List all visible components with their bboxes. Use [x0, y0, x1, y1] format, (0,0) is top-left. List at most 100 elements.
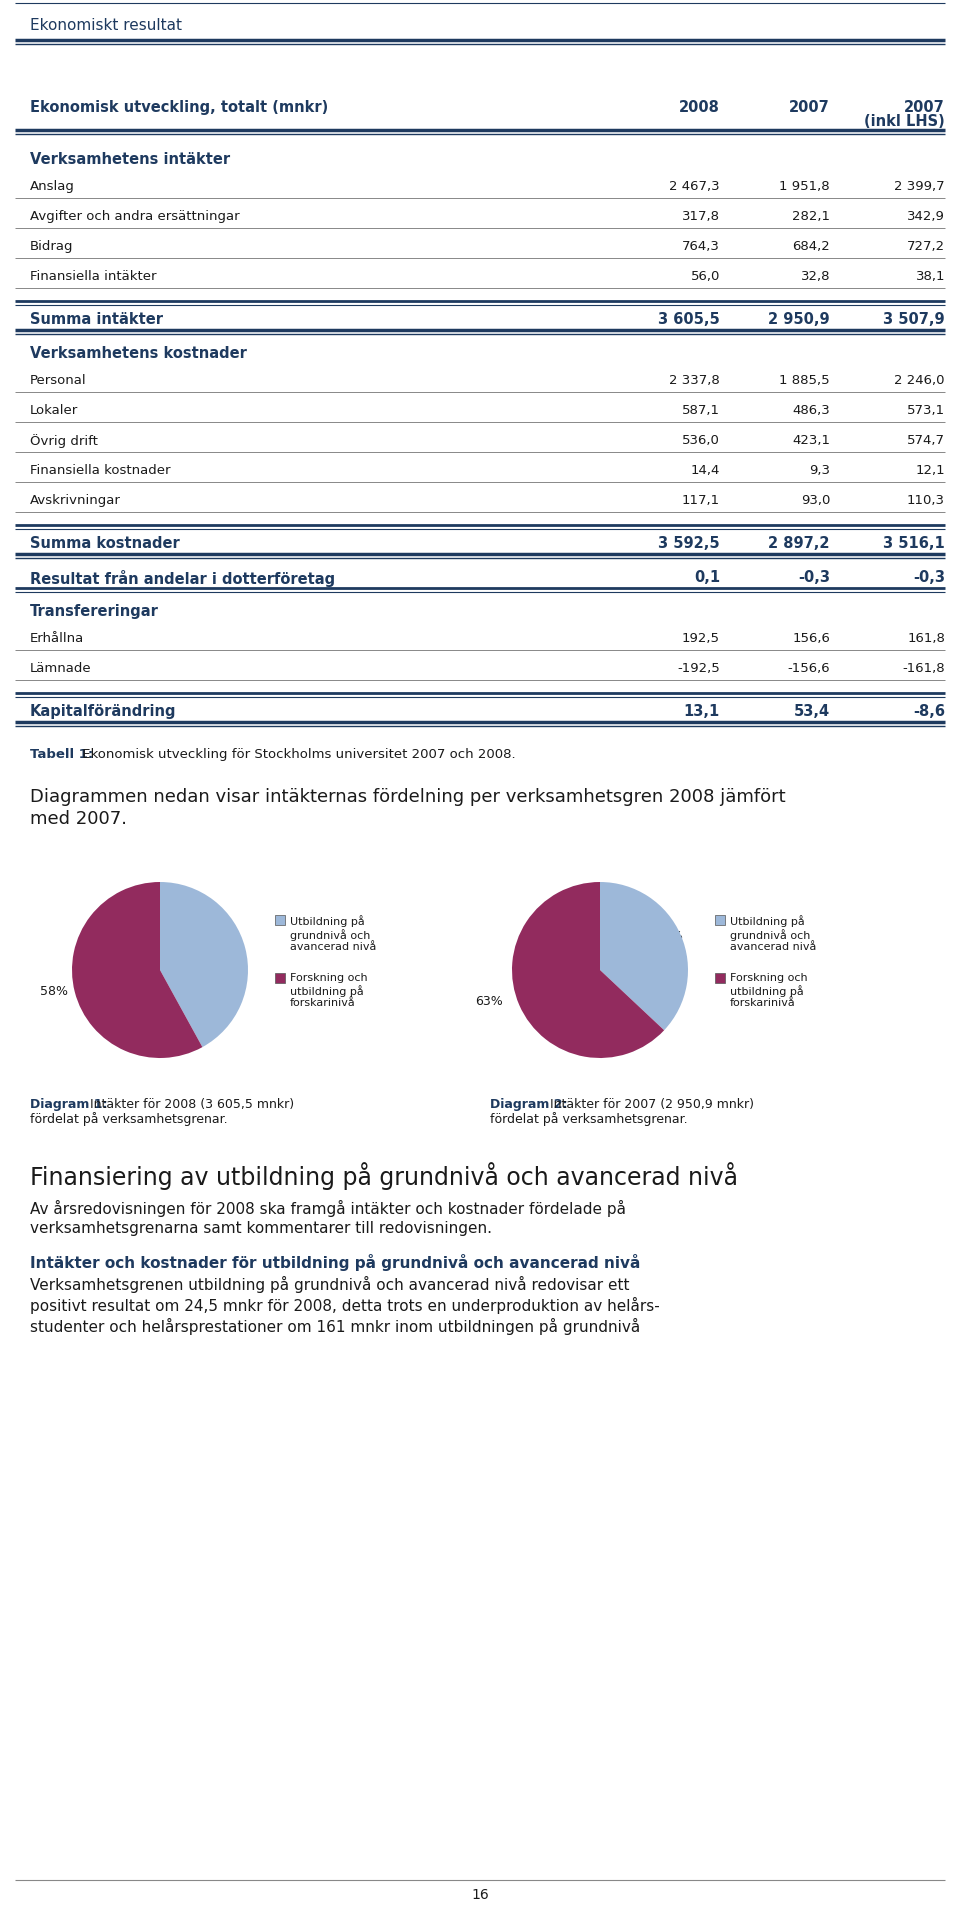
Text: Lokaler: Lokaler	[30, 405, 79, 416]
Wedge shape	[512, 882, 664, 1058]
Text: 2007: 2007	[789, 99, 830, 115]
Text: 2 950,9: 2 950,9	[768, 311, 830, 327]
Text: Diagrammen nedan visar intäkternas fördelning per verksamhetsgren 2008 jämfört: Diagrammen nedan visar intäkternas förde…	[30, 789, 785, 806]
Text: Finansiering av utbildning på grundnivå och avancerad nivå: Finansiering av utbildning på grundnivå …	[30, 1161, 738, 1190]
Text: Forskning och
utbildning på
forskarinivå: Forskning och utbildning på forskarinivå	[290, 972, 368, 1008]
Text: 53,4: 53,4	[794, 705, 830, 718]
Text: -0,3: -0,3	[798, 569, 830, 584]
Text: 764,3: 764,3	[683, 241, 720, 252]
Text: Finansiella kostnader: Finansiella kostnader	[30, 464, 171, 478]
Text: 117,1: 117,1	[682, 495, 720, 506]
Text: Diagram 1:: Diagram 1:	[30, 1098, 108, 1112]
Text: -156,6: -156,6	[787, 663, 830, 674]
Bar	[275, 915, 285, 924]
Text: Avgifter och andra ersättningar: Avgifter och andra ersättningar	[30, 210, 240, 223]
Text: Av årsredovisningen för 2008 ska framgå intäkter och kostnader fördelade på: Av årsredovisningen för 2008 ska framgå …	[30, 1199, 626, 1217]
Text: med 2007.: med 2007.	[30, 810, 127, 829]
Text: 2 467,3: 2 467,3	[669, 180, 720, 193]
Text: 2007: 2007	[904, 99, 945, 115]
Text: -161,8: -161,8	[902, 663, 945, 674]
Text: Intäkter och kostnader för utbildning på grundnivå och avancerad nivå: Intäkter och kostnader för utbildning på…	[30, 1255, 640, 1270]
Text: 156,6: 156,6	[792, 632, 830, 646]
Text: -0,3: -0,3	[913, 569, 945, 584]
Text: Anslag: Anslag	[30, 180, 75, 193]
Text: 2 897,2: 2 897,2	[769, 537, 830, 550]
Text: Transfereringar: Transfereringar	[30, 604, 158, 619]
Text: 2008: 2008	[679, 99, 720, 115]
Text: 727,2: 727,2	[907, 241, 945, 252]
Text: 2 399,7: 2 399,7	[895, 180, 945, 193]
Text: 37%: 37%	[655, 930, 683, 944]
Text: 317,8: 317,8	[682, 210, 720, 223]
Text: 423,1: 423,1	[792, 434, 830, 447]
Text: 161,8: 161,8	[907, 632, 945, 646]
Text: studenter och helårsprestationer om 161 mnkr inom utbildningen på grundnivå: studenter och helårsprestationer om 161 …	[30, 1318, 640, 1335]
Text: Forskning och
utbildning på
forskarinivå: Forskning och utbildning på forskarinivå	[730, 972, 807, 1008]
Text: 16: 16	[471, 1887, 489, 1902]
Text: Verksamhetens kostnader: Verksamhetens kostnader	[30, 346, 247, 361]
Text: 32,8: 32,8	[801, 269, 830, 283]
Text: 684,2: 684,2	[792, 241, 830, 252]
Text: 573,1: 573,1	[907, 405, 945, 416]
Text: Ekonomisk utveckling, totalt (mnkr): Ekonomisk utveckling, totalt (mnkr)	[30, 99, 328, 115]
Text: fördelat på verksamhetsgrenar.: fördelat på verksamhetsgrenar.	[490, 1112, 687, 1127]
Text: 58%: 58%	[40, 986, 68, 999]
Text: 56,0: 56,0	[690, 269, 720, 283]
Text: 12,1: 12,1	[916, 464, 945, 478]
Text: 587,1: 587,1	[682, 405, 720, 416]
Text: 9,3: 9,3	[809, 464, 830, 478]
Text: 3 507,9: 3 507,9	[883, 311, 945, 327]
Text: Utbildning på
grundnivå och
avancerad nivå: Utbildning på grundnivå och avancerad ni…	[730, 915, 816, 953]
Text: Utbildning på
grundnivå och
avancerad nivå: Utbildning på grundnivå och avancerad ni…	[290, 915, 376, 953]
Text: Summa intäkter: Summa intäkter	[30, 311, 163, 327]
Text: 38,1: 38,1	[916, 269, 945, 283]
Text: positivt resultat om 24,5 mnkr för 2008, detta trots en underproduktion av helår: positivt resultat om 24,5 mnkr för 2008,…	[30, 1297, 660, 1314]
Text: Intäkter för 2008 (3 605,5 mnkr): Intäkter för 2008 (3 605,5 mnkr)	[86, 1098, 294, 1112]
Text: 2 337,8: 2 337,8	[669, 374, 720, 388]
Text: Övrig drift: Övrig drift	[30, 434, 98, 449]
Text: Finansiella intäkter: Finansiella intäkter	[30, 269, 156, 283]
Text: -8,6: -8,6	[913, 705, 945, 718]
Wedge shape	[160, 882, 248, 1047]
Text: Bidrag: Bidrag	[30, 241, 74, 252]
Wedge shape	[600, 882, 688, 1029]
Text: fördelat på verksamhetsgrenar.: fördelat på verksamhetsgrenar.	[30, 1112, 228, 1127]
Text: Tabell 1:: Tabell 1:	[30, 749, 93, 760]
Bar	[715, 915, 725, 924]
Text: Resultat från andelar i dotterföretag: Resultat från andelar i dotterföretag	[30, 569, 335, 586]
Text: 536,0: 536,0	[683, 434, 720, 447]
Wedge shape	[72, 882, 203, 1058]
Text: Ekonomiskt resultat: Ekonomiskt resultat	[30, 17, 182, 32]
Text: 282,1: 282,1	[792, 210, 830, 223]
Bar	[715, 972, 725, 984]
Text: Summa kostnader: Summa kostnader	[30, 537, 180, 550]
Text: Diagram 2:: Diagram 2:	[490, 1098, 567, 1112]
Text: Erhållna: Erhållna	[30, 632, 84, 646]
Text: 574,7: 574,7	[907, 434, 945, 447]
Text: Lämnade: Lämnade	[30, 663, 91, 674]
Text: 342,9: 342,9	[907, 210, 945, 223]
Text: 192,5: 192,5	[682, 632, 720, 646]
Text: Verksamhetsgrenen utbildning på grundnivå och avancerad nivå redovisar ett: Verksamhetsgrenen utbildning på grundniv…	[30, 1276, 630, 1293]
Text: 0,1: 0,1	[694, 569, 720, 584]
Text: Kapitalförändring: Kapitalförändring	[30, 705, 177, 718]
Text: 42%: 42%	[215, 955, 243, 968]
Text: 110,3: 110,3	[907, 495, 945, 506]
Text: 93,0: 93,0	[801, 495, 830, 506]
Text: Ekonomisk utveckling för Stockholms universitet 2007 och 2008.: Ekonomisk utveckling för Stockholms univ…	[78, 749, 516, 760]
Text: 3 605,5: 3 605,5	[659, 311, 720, 327]
Text: 2 246,0: 2 246,0	[895, 374, 945, 388]
Text: 1 885,5: 1 885,5	[780, 374, 830, 388]
Text: Personal: Personal	[30, 374, 86, 388]
Text: Verksamhetens intäkter: Verksamhetens intäkter	[30, 153, 230, 166]
Text: 1 951,8: 1 951,8	[780, 180, 830, 193]
Text: 13,1: 13,1	[684, 705, 720, 718]
Text: 63%: 63%	[475, 995, 503, 1008]
Text: Intäkter för 2007 (2 950,9 mnkr): Intäkter för 2007 (2 950,9 mnkr)	[546, 1098, 754, 1112]
Text: (inkl LHS): (inkl LHS)	[864, 115, 945, 130]
Text: 486,3: 486,3	[792, 405, 830, 416]
Text: 14,4: 14,4	[690, 464, 720, 478]
Text: 3 592,5: 3 592,5	[659, 537, 720, 550]
Text: 3 516,1: 3 516,1	[883, 537, 945, 550]
Text: Avskrivningar: Avskrivningar	[30, 495, 121, 506]
